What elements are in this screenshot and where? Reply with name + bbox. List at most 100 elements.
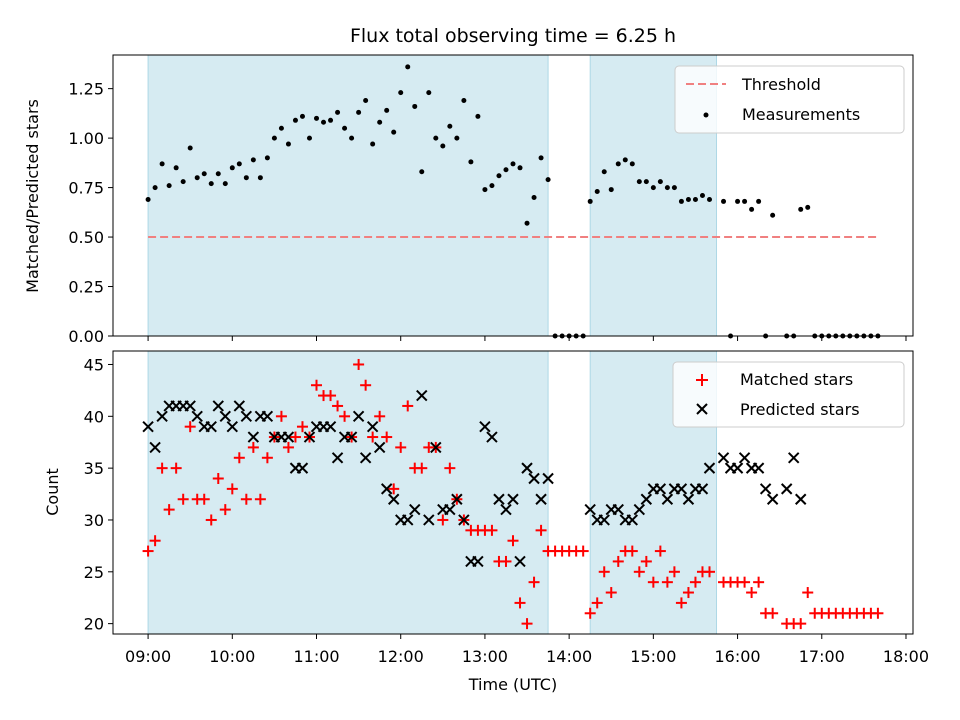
measurement-point: [335, 109, 341, 115]
measurement-point: [292, 117, 298, 123]
shaded-interval: [147, 350, 549, 635]
top-legend-box: [674, 65, 905, 134]
measurement-point: [349, 135, 355, 141]
measurement-point: [650, 185, 656, 191]
y-tick-label: 40: [84, 407, 104, 426]
matched-star-point: [247, 441, 259, 453]
predicted-star-point: [535, 493, 547, 505]
predicted-star-point: [352, 410, 365, 423]
measurement-point: [173, 165, 179, 171]
measurement-point: [342, 125, 348, 131]
matched-star-point: [325, 390, 337, 402]
measurement-point: [201, 171, 207, 177]
measurement-point: [159, 161, 165, 167]
x-tick-label: 13:00: [462, 647, 508, 666]
measurement-point: [664, 185, 670, 191]
matched-star-point: [388, 483, 400, 495]
predicted-star-point: [493, 493, 505, 505]
measurement-point: [243, 175, 249, 181]
x-tick-label: 10:00: [209, 647, 255, 666]
predicted-star-point: [626, 514, 639, 526]
chart-title: Flux total observing time = 6.25 h: [350, 25, 676, 47]
predicted-star-point: [219, 410, 231, 423]
legend-predicted-label: Predicted stars: [740, 400, 860, 419]
measurement-point: [629, 161, 635, 167]
matched-star-point: [395, 441, 407, 453]
measurement-point: [496, 173, 502, 179]
measurement-points: [145, 64, 881, 339]
measurement-point: [152, 185, 158, 191]
predicted-star-point: [528, 472, 540, 485]
measurement-point: [145, 196, 151, 202]
measurement-point: [356, 109, 362, 115]
predicted-star-point: [486, 431, 498, 443]
predicted-star-point: [458, 514, 470, 526]
measurement-point: [321, 119, 327, 125]
measurement-point: [643, 179, 649, 185]
matched-star-point: [872, 607, 884, 619]
predicted-star-point: [752, 462, 765, 474]
matched-star-point: [170, 462, 182, 474]
x-tick-label: 14:00: [546, 647, 592, 666]
y-tick-label: 0.00: [68, 327, 104, 346]
predicted-star-point: [507, 493, 519, 505]
measurement-point: [299, 113, 305, 119]
measurement-point: [608, 187, 614, 193]
matched-star-point: [142, 545, 154, 557]
predicted-star-point: [387, 493, 400, 505]
measurement-point: [166, 183, 172, 189]
y-tick-label: 0.50: [68, 228, 104, 247]
predicted-star-point: [759, 483, 772, 495]
matched-star-point: [514, 597, 526, 609]
bottom-panel: 20 25 30 35 40 45 09:00 10:00 11:00 12:00 13:00 14…: [43, 350, 929, 694]
predicted-stars-points: [142, 389, 807, 568]
top-legend: Threshold Measurements: [674, 65, 905, 134]
measurement-point: [798, 206, 804, 212]
matched-star-point: [682, 587, 694, 599]
legend-matched-label: Matched stars: [740, 370, 853, 389]
predicted-star-point: [521, 462, 533, 474]
predicted-star-point: [731, 462, 744, 474]
measurement-point: [391, 129, 397, 135]
predicted-star-point: [430, 441, 442, 454]
x-tick-label: 16:00: [715, 647, 761, 666]
matched-star-point: [177, 493, 189, 505]
matched-star-point: [605, 587, 617, 599]
measurement-point: [306, 135, 312, 141]
bottom-y-axis-label: Count: [43, 468, 62, 516]
measurement-point: [657, 179, 663, 185]
predicted-star-point: [472, 555, 484, 568]
measurement-point: [328, 117, 334, 123]
measurement-point: [440, 143, 446, 149]
x-tick-label: 09:00: [125, 647, 171, 666]
measurement-point: [314, 115, 320, 121]
measurement-point: [475, 113, 481, 119]
measurement-point: [538, 155, 544, 161]
matched-star-point: [233, 452, 245, 464]
predicted-star-point: [598, 514, 610, 526]
measurement-point: [756, 198, 762, 204]
matched-star-point: [703, 566, 715, 578]
matched-star-point: [795, 618, 807, 630]
measurement-point: [721, 198, 727, 204]
predicted-star-point: [240, 410, 253, 423]
matched-star-point: [289, 431, 301, 443]
y-tick-label: 0.75: [68, 179, 104, 198]
matched-star-point: [353, 358, 365, 370]
measurement-point: [503, 167, 509, 173]
measurement-point: [524, 220, 530, 226]
matched-star-point: [381, 431, 393, 443]
predicted-star-point: [675, 483, 688, 495]
y-tick-label: 0.25: [68, 278, 104, 297]
x-tick-label: 15:00: [630, 647, 676, 666]
measurement-point: [215, 171, 221, 177]
measurement-point: [398, 90, 404, 96]
matched-star-point: [535, 524, 547, 536]
predicted-star-point: [261, 410, 274, 423]
measurement-point: [510, 161, 516, 167]
matched-star-point: [746, 587, 758, 599]
top-y-axis-label: Matched/Predicted stars: [23, 99, 42, 293]
measurement-point: [805, 204, 811, 210]
top-x-axis-ticks: [147, 336, 907, 341]
